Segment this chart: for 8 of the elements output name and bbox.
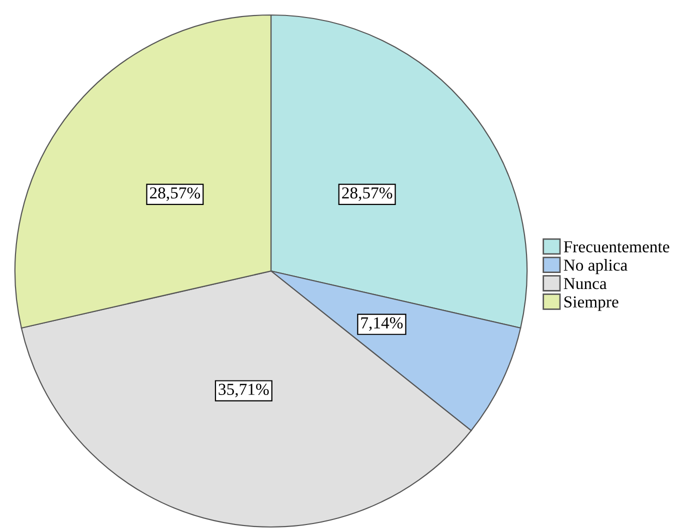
legend-label: Siempre	[564, 296, 618, 311]
legend-label: Nunca	[564, 278, 607, 290]
data-label: 35,71%	[218, 384, 269, 398]
legend-label: No aplica	[564, 259, 628, 274]
data-label: 28,57%	[342, 187, 392, 201]
data-label: 7,14%	[361, 317, 403, 331]
data-label: 28,57%	[150, 187, 200, 201]
legend-label: Frecuentemente	[564, 241, 670, 252]
